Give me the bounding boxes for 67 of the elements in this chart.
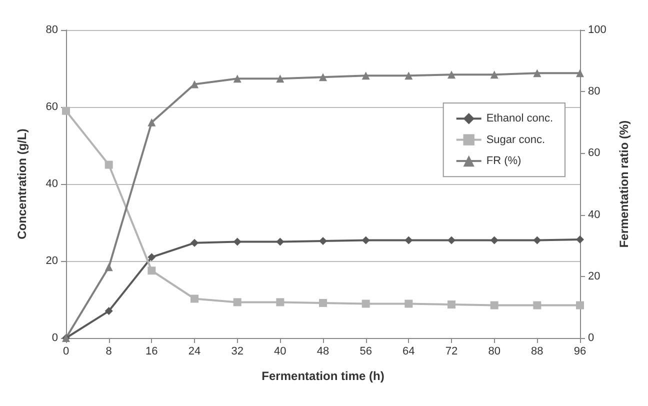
point (104, 307, 113, 316)
point (533, 236, 542, 244)
point (448, 300, 456, 309)
y-tick-label: 40 (46, 178, 58, 190)
point (576, 69, 584, 78)
x-tick-label: 72 (445, 346, 458, 358)
x-tick-label: 8 (106, 346, 112, 358)
point (190, 238, 198, 247)
y2-tick-label: 100 (588, 24, 606, 36)
point (533, 69, 542, 78)
x-tick-label: 96 (574, 346, 586, 358)
point (233, 238, 242, 246)
y-tick-label: 20 (46, 255, 58, 267)
point (404, 300, 413, 308)
x-tick-label: 0 (62, 346, 70, 358)
point (104, 160, 113, 169)
x-tick-label: 16 (146, 346, 158, 358)
point (362, 236, 370, 244)
point (276, 298, 284, 306)
point (319, 236, 327, 245)
point (233, 298, 242, 306)
point (190, 80, 198, 88)
point (104, 263, 113, 272)
x-tick-label: 64 (402, 346, 415, 358)
y-axis-title: Concentration (g/L) (15, 128, 29, 240)
point (190, 294, 198, 303)
x-tick-label: 24 (188, 346, 201, 358)
x-tick-label: 48 (316, 346, 330, 358)
point (490, 70, 498, 79)
point (148, 266, 156, 275)
point (276, 238, 284, 246)
point (448, 236, 456, 244)
x-tick-label: 88 (531, 346, 544, 358)
point (490, 236, 498, 244)
x-tick-label: 40 (274, 346, 286, 358)
y2-tick-label: 40 (588, 208, 600, 221)
legend-label: Sugar conc. (486, 134, 546, 146)
y-tick-label: 0 (52, 332, 58, 344)
point (148, 118, 156, 126)
y2-tick-label: 80 (588, 86, 600, 98)
point (319, 73, 327, 82)
point (448, 70, 456, 79)
legend-label: Ethanol conc. (486, 112, 553, 125)
point (404, 72, 413, 80)
x-tick-label: 32 (231, 346, 244, 358)
point (533, 301, 542, 310)
point (362, 300, 370, 308)
x-tick-label: 80 (488, 346, 500, 358)
point (576, 301, 584, 310)
point (233, 74, 242, 83)
legend-label: FR (%) (486, 155, 522, 167)
point (404, 236, 413, 244)
point (319, 298, 327, 307)
point (490, 301, 498, 310)
y2-tick-label: 0 (588, 332, 594, 344)
point (362, 72, 370, 80)
point (148, 253, 156, 262)
y-tick-label: 80 (46, 24, 58, 36)
y-tick-label: 60 (46, 101, 58, 113)
y2-tick-label: 60 (588, 147, 600, 160)
point (62, 106, 70, 115)
y2-tick-label: 20 (588, 270, 600, 282)
x-tick-label: 56 (360, 346, 372, 358)
x-axis-title: Fermentation time (h) (262, 369, 384, 383)
point (576, 235, 584, 244)
y2-axis-title: Fermentation ratio (%) (617, 120, 631, 248)
point (276, 74, 284, 83)
